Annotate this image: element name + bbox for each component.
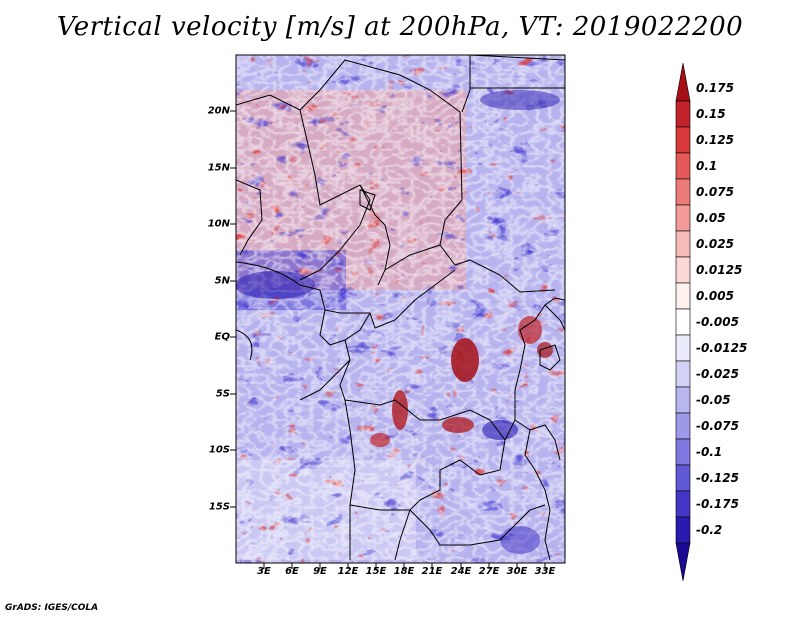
colorbar-swatch [675,516,691,544]
lon-tick-label: 27E [478,566,500,577]
colorbar-label: -0.075 [696,419,739,433]
colorbar-swatch [675,62,691,102]
colorbar-label: -0.005 [696,315,739,329]
lon-tick-label: 12E [337,566,359,577]
colorbar-swatch [675,256,691,284]
downdraft-cores [236,90,560,554]
lat-tick-label: 5N [214,275,230,287]
colorbar-swatch [675,334,691,362]
colorbar-swatch [675,152,691,180]
lat-tick-label: EQ [214,331,230,343]
colorbar-label: 0.025 [696,237,734,251]
colorbar-label: 0.05 [696,211,726,225]
colorbar-label: -0.05 [696,393,731,407]
colorbar-swatch [675,464,691,492]
colorbar-swatch [675,204,691,232]
colorbar-swatch [675,178,691,206]
colorbar-label: 0.15 [696,107,726,121]
colorbar-swatch [675,308,691,336]
colorbar-label: -0.1 [696,445,723,459]
colorbar-swatch [675,412,691,440]
colorbar-label: 0.175 [696,81,734,95]
lon-tick-label: 6E [285,566,299,577]
colorbar-label: 0.0125 [696,263,743,277]
lon-tick-label: 24E [450,566,472,577]
updraft-cores [370,316,553,447]
map-frame [235,54,566,564]
colorbar-swatch [675,282,691,310]
lon-tick-label: 30E [506,566,528,577]
lat-tick-label: 10N [207,218,230,230]
lat-tick-label: 20N [207,105,230,117]
colorbar-label: -0.2 [696,523,723,537]
colorbar-swatch [675,438,691,466]
colorbar-swatch [675,360,691,388]
lat-tick-label: 5S [215,388,230,400]
grads-credit: GrADS: IGES/COLA [5,603,99,613]
country-borders [236,55,565,561]
colorbar-swatch [675,490,691,518]
lon-tick-label: 18E [393,566,415,577]
colorbar-swatch [675,542,691,582]
colorbar-label: 0.1 [696,159,718,173]
vertical-velocity-field [236,55,565,563]
lat-tick-label: 15S [208,501,230,513]
colorbar-swatch [675,126,691,154]
axis-ticks [230,110,546,569]
colorbar-label: 0.125 [696,133,734,147]
lon-tick-label: 3E [257,566,271,577]
lat-tick-label: 10S [208,444,230,456]
colorbar-label: -0.175 [696,497,739,511]
colorbar [675,62,691,582]
colorbar-swatch [675,100,691,128]
colorbar-swatch [675,386,691,414]
colorbar-label: -0.125 [696,471,739,485]
colorbar-label: -0.0125 [696,341,748,355]
lon-tick-label: 21E [421,566,443,577]
lon-tick-label: 9E [313,566,327,577]
colorbar-label: 0.005 [696,289,734,303]
map-title: Vertical velocity [m/s] at 200hPa, VT: 2… [56,12,744,42]
colorbar-label: -0.025 [696,367,739,381]
colorbar-swatch [675,230,691,258]
lon-tick-label: 33E [534,566,556,577]
lat-tick-label: 15N [207,162,230,174]
colorbar-label: 0.075 [696,185,734,199]
lon-tick-label: 15E [365,566,387,577]
